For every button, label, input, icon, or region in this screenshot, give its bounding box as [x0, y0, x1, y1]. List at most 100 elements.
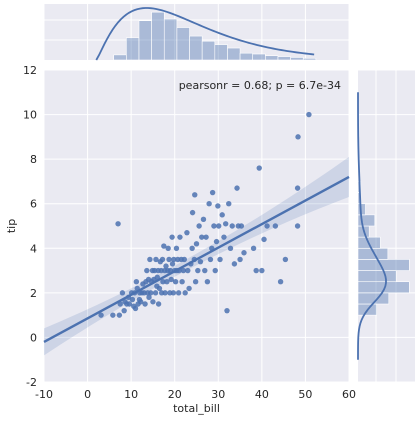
- scatter-point: [116, 312, 123, 318]
- scatter-point: [153, 256, 159, 263]
- top-histogram-bar: [265, 55, 279, 61]
- scatter-point: [164, 279, 170, 285]
- main-plot-grid: [43, 69, 350, 383]
- scatter-point: [129, 296, 136, 303]
- y-tick-label: 6: [30, 198, 37, 211]
- scatter-point: [207, 256, 214, 263]
- scatter-point: [224, 307, 230, 314]
- scatter-point: [163, 263, 169, 269]
- scatter-point: [133, 279, 140, 285]
- scatter-point: [152, 290, 159, 296]
- scatter-point: [115, 221, 121, 227]
- top-histogram-bar: [227, 47, 241, 61]
- scatter-point: [250, 245, 257, 251]
- scatter-point: [169, 234, 175, 240]
- scatter-point: [189, 209, 196, 216]
- x-tick-label: 40: [255, 388, 269, 401]
- top-marginal-plot: [43, 4, 350, 61]
- scatter-point: [241, 250, 247, 256]
- scatter-point: [217, 256, 223, 263]
- scatter-point: [206, 201, 212, 207]
- scatter-point: [234, 185, 240, 191]
- top-histogram-bar: [151, 11, 165, 61]
- scatter-point: [195, 267, 201, 274]
- top-histogram-bar: [290, 57, 304, 61]
- scatter-point: [294, 185, 301, 191]
- scatter-point: [204, 279, 211, 285]
- x-tick-label: 0: [84, 388, 91, 401]
- y-axis-ticks: -2 0 2 4 6 8 10 12: [23, 64, 37, 389]
- scatter-point: [192, 192, 198, 198]
- x-tick-label: 20: [168, 388, 182, 401]
- scatter-point: [159, 256, 166, 263]
- x-tick-label: 10: [124, 388, 138, 401]
- scatter-point: [259, 267, 265, 274]
- top-histogram-bar: [201, 40, 216, 61]
- right-histogram-bar: [357, 270, 397, 283]
- top-histogram-bar: [302, 57, 317, 61]
- scatter-point: [177, 234, 183, 240]
- scatter-point: [121, 307, 127, 314]
- main-plot: pearsonr = 0.68; p = 6.7e-34 -10 0 10 20 30 4…: [5, 64, 356, 415]
- scatter-point: [213, 238, 220, 245]
- scatter-point: [144, 267, 150, 274]
- scatter-point: [181, 256, 187, 263]
- scatter-point: [186, 285, 192, 292]
- top-marginal-background: [44, 4, 349, 60]
- y-tick-label: 10: [23, 109, 37, 122]
- scatter-point: [238, 223, 245, 229]
- scatter-point: [227, 245, 234, 251]
- top-histogram-bar: [214, 44, 228, 61]
- y-tick-label: 8: [30, 153, 37, 166]
- scatter-point: [169, 261, 176, 267]
- x-tick-label: 50: [298, 388, 312, 401]
- regression-line: [43, 175, 350, 343]
- y-tick-label: 4: [30, 242, 37, 255]
- scatter-point: [168, 276, 174, 283]
- scatter-point: [119, 290, 126, 296]
- scatter-point: [132, 305, 139, 312]
- scatter-point: [222, 221, 229, 227]
- scatter-point: [282, 256, 289, 263]
- x-tick-label: 60: [342, 388, 356, 401]
- scatter-point: [212, 267, 218, 274]
- scatter-point: [261, 236, 267, 243]
- scatter-point: [173, 245, 180, 251]
- scatter-point: [277, 279, 284, 285]
- scatter-point: [148, 290, 154, 296]
- y-tick-label: 12: [23, 64, 37, 77]
- scatter-point: [126, 301, 133, 307]
- scatter-point: [211, 223, 217, 229]
- top-marginal-grid: [43, 4, 350, 60]
- scatter-point: [162, 290, 168, 296]
- top-histogram-bar: [113, 54, 127, 61]
- scatter-point: [231, 261, 238, 267]
- top-histogram-bar: [252, 53, 266, 61]
- top-marginal-kde-line: [95, 7, 315, 61]
- scatter-point: [138, 299, 144, 305]
- scatter-point: [256, 165, 262, 171]
- scatter-point: [110, 312, 116, 318]
- scatter-point: [142, 301, 148, 307]
- scatter-point: [192, 279, 199, 285]
- top-histogram-bar: [163, 18, 178, 61]
- scatter-point: [182, 290, 188, 296]
- scatter-point: [180, 267, 187, 274]
- scatter-point: [193, 241, 200, 247]
- y-tick-label: 0: [30, 331, 37, 344]
- scatter-point: [156, 285, 163, 292]
- scatter-point: [166, 256, 172, 263]
- scatter-point: [184, 229, 190, 236]
- right-histogram-bar: [357, 259, 410, 271]
- scatter-point: [171, 256, 177, 263]
- x-tick-label: -10: [35, 388, 53, 401]
- x-axis-ticks: -10 0 10 20 30 40 50 60: [35, 388, 356, 401]
- scatter-point: [229, 223, 235, 229]
- scatter-point: [295, 134, 301, 140]
- x-tick-label: 30: [211, 388, 225, 401]
- pearsonr-annotation: pearsonr = 0.68; p = 6.7e-34: [179, 79, 341, 92]
- scatter-point: [294, 223, 301, 229]
- scatter-points: [98, 111, 312, 318]
- scatter-point: [179, 279, 185, 285]
